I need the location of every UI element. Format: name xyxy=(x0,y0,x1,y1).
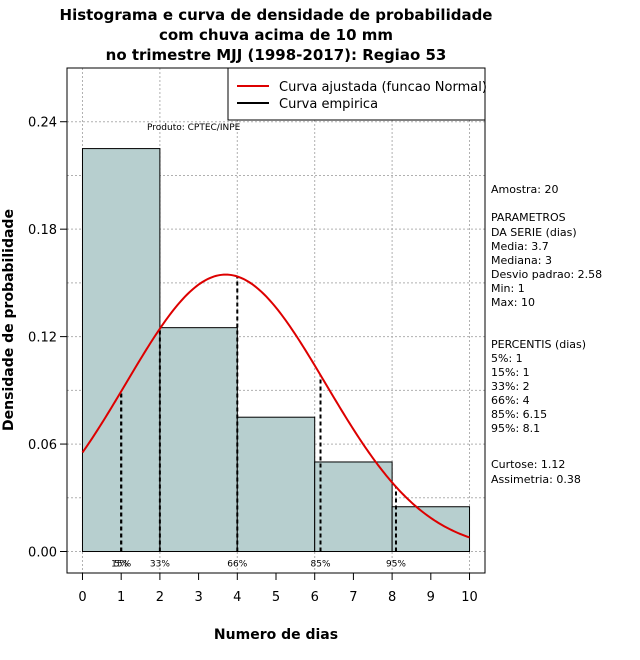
legend-label-0: Curva ajustada (funcao Normal) xyxy=(279,80,487,95)
y-tick-label: 0.06 xyxy=(28,438,57,453)
legend: Curva ajustada (funcao Normal) Curva empi… xyxy=(227,67,487,121)
x-tick-label: 0 xyxy=(78,590,86,605)
stats-line-3: Media: 3.7 xyxy=(491,240,549,253)
x-tick-label: 7 xyxy=(349,590,357,605)
x-tick-label: 2 xyxy=(156,590,164,605)
percentile-label-0: 5% xyxy=(114,560,129,570)
stats-line-12: 66%: 4 xyxy=(491,394,530,407)
product-annotation: Produto: CPTEC/INPE xyxy=(147,123,241,133)
bar-1 xyxy=(159,327,238,553)
bar-4 xyxy=(391,506,471,553)
y-tick-label: 0.12 xyxy=(28,331,57,346)
y-tick-label: 0.24 xyxy=(28,116,57,131)
percentile-label-4: 85% xyxy=(311,560,331,570)
x-tick-label: 1 xyxy=(117,590,125,605)
percentile-label-2: 33% xyxy=(150,560,170,570)
x-tick-label: 5 xyxy=(272,590,280,605)
title-line-1: com chuva acima de 10 mm xyxy=(159,26,393,44)
bar-3 xyxy=(314,461,393,553)
statistics-panel: Amostra: 20 PARAMETROS DA SERIE (dias) Me… xyxy=(491,183,602,486)
stats-line-11: 33%: 2 xyxy=(491,380,530,393)
y-tick-label: 0.18 xyxy=(28,223,57,238)
percentile-label-1: 15% xyxy=(111,560,131,570)
legend-label-1: Curva empirica xyxy=(279,97,378,112)
stats-line-6: Min: 1 xyxy=(491,282,525,295)
x-tick-label: 9 xyxy=(427,590,435,605)
title-line-2: no trimestre MJJ (1998-2017): Regiao 53 xyxy=(106,46,447,64)
bar-0 xyxy=(81,148,161,553)
y-axis: 0.00 0.06 0.12 0.18 0.24 xyxy=(28,116,68,561)
stats-line-15: Curtose: 1.12 xyxy=(491,458,565,471)
percentile-lines: 5%15% 33% 66% 85% 95% xyxy=(111,276,406,570)
stats-line-9: 5%: 1 xyxy=(491,352,523,365)
stats-line-10: 15%: 1 xyxy=(491,366,530,379)
x-axis-title: Numero de dias xyxy=(214,627,338,643)
stats-line-7: Max: 10 xyxy=(491,296,535,309)
legend-box xyxy=(227,67,486,121)
x-tick-label: 4 xyxy=(233,590,241,605)
stats-line-14: 95%: 8.1 xyxy=(491,422,540,435)
stats-line-1: PARAMETROS xyxy=(491,211,566,224)
chart-title: Histograma e curva de densidade de proba… xyxy=(60,6,493,64)
stats-line-8: PERCENTIS (dias) xyxy=(491,338,586,351)
stats-line-0: Amostra: 20 xyxy=(491,183,558,196)
y-tick-label: 0.00 xyxy=(28,546,57,561)
stats-line-16: Assimetria: 0.38 xyxy=(491,473,581,486)
bar-2 xyxy=(236,416,316,553)
x-tick-label: 10 xyxy=(461,590,478,605)
x-tick-label: 3 xyxy=(194,590,202,605)
x-tick-label: 8 xyxy=(388,590,396,605)
stats-line-2: DA SERIE (dias) xyxy=(491,226,577,239)
title-line-0: Histograma e curva de densidade de proba… xyxy=(60,6,493,24)
x-tick-label: 6 xyxy=(311,590,319,605)
stats-line-13: 85%: 6.15 xyxy=(491,408,547,421)
stats-line-4: Mediana: 3 xyxy=(491,254,552,267)
x-axis: 0 1 2 3 4 5 6 7 8 9 10 xyxy=(78,572,478,605)
percentile-label-5: 95% xyxy=(386,560,406,570)
normal-curve xyxy=(81,273,470,539)
y-axis-title: Densidade de probabilidade xyxy=(1,209,17,431)
percentile-label-3: 66% xyxy=(227,560,247,570)
histogram-bars xyxy=(81,148,471,553)
stats-line-5: Desvio padrao: 2.58 xyxy=(491,268,602,281)
normal-curve-line xyxy=(81,273,470,539)
